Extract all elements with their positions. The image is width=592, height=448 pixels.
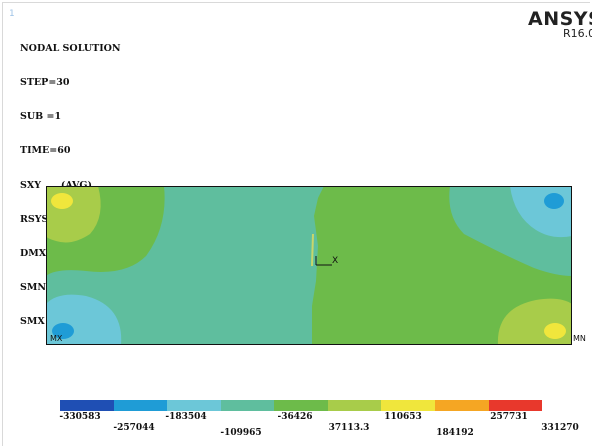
legend-band-9	[488, 400, 543, 411]
info-line-time: TIME=60	[20, 145, 71, 157]
contour-peak-top-left	[51, 193, 73, 209]
legend-tick-lower: 37113.3	[328, 423, 370, 433]
max-location-label: MX	[50, 334, 63, 343]
legend-tick-lower: -257044	[113, 423, 155, 433]
contour-plot[interactable]: X	[46, 186, 572, 345]
legend-band-8	[434, 400, 489, 411]
ansys-logo: ANSYS	[528, 8, 592, 30]
legend-band-7	[381, 400, 435, 411]
min-location-label: MN	[573, 334, 586, 343]
legend-tick-lower: 184192	[436, 428, 474, 438]
contour-trough-bottom-left	[52, 323, 74, 339]
info-line-rsys: RSYS=0	[20, 213, 63, 225]
legend-band-1	[60, 400, 114, 411]
legend-tick-upper: 257731	[490, 412, 528, 422]
solution-title: NODAL SOLUTION	[20, 42, 121, 54]
info-line-component: SXY (AVG)	[20, 179, 93, 191]
legend-tick-lower: 331270	[541, 423, 579, 433]
legend-band-6	[327, 400, 382, 411]
legend-tick-upper: -183504	[165, 412, 207, 422]
legend-band-3	[167, 400, 221, 411]
contour-peak-bottom-right	[544, 323, 566, 339]
legend-band-5	[274, 400, 328, 411]
window-index: 1	[9, 9, 15, 19]
axis-x-label: X	[332, 256, 338, 266]
legend-band-2	[113, 400, 168, 411]
legend-tick-upper: -330583	[59, 412, 101, 422]
contour-trough-top-right	[544, 193, 564, 209]
center-seam	[311, 233, 314, 267]
info-line-step: STEP=30	[20, 77, 70, 89]
contour-legend-bar	[60, 400, 543, 411]
model-border	[46, 186, 572, 345]
legend-tick-upper: -36426	[277, 412, 313, 422]
info-line-sub: SUB =1	[20, 111, 62, 123]
release-version: R16.0	[563, 27, 592, 40]
legend-tick-upper: 110653	[384, 412, 422, 422]
legend-band-4	[220, 400, 275, 411]
legend-tick-lower: -109965	[220, 428, 262, 438]
